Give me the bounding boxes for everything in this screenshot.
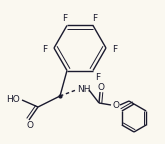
Text: F: F xyxy=(42,44,48,54)
Text: F: F xyxy=(92,14,98,23)
Text: HO: HO xyxy=(6,94,20,104)
Text: NH: NH xyxy=(77,86,91,94)
Text: F: F xyxy=(95,73,100,82)
Text: F: F xyxy=(62,14,67,23)
Text: F: F xyxy=(112,44,117,54)
Text: O: O xyxy=(98,83,104,91)
Text: O: O xyxy=(27,122,33,130)
Text: O: O xyxy=(113,101,119,109)
